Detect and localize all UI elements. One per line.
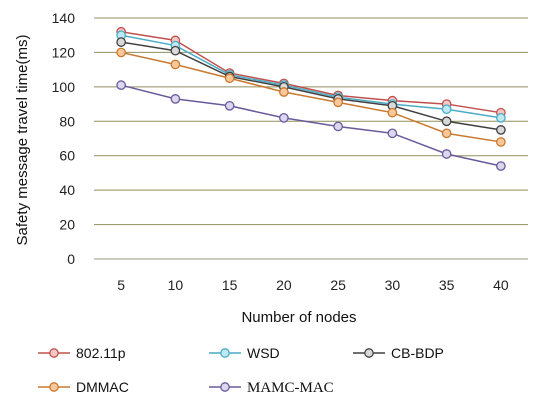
gridlines xyxy=(94,17,528,260)
x-tick-label: 30 xyxy=(385,277,401,293)
data-point xyxy=(441,104,452,115)
legend-marker xyxy=(49,348,59,358)
legend-label: WSD xyxy=(247,345,280,361)
legend-item: 802.11p xyxy=(38,345,126,361)
data-point xyxy=(333,121,343,132)
y-tick-label: 20 xyxy=(59,217,75,233)
series-line xyxy=(121,41,501,131)
data-point xyxy=(496,112,506,123)
legend-item: CB-BDP xyxy=(353,345,444,361)
legend-item: DMMAC xyxy=(38,379,129,395)
x-tick-label: 40 xyxy=(493,277,509,293)
y-axis-title: Safety message travel time(ms) xyxy=(14,35,31,246)
data-point xyxy=(441,149,452,159)
data-point xyxy=(333,97,343,108)
data-point xyxy=(496,161,506,171)
data-point xyxy=(170,94,181,104)
data-point xyxy=(496,125,506,135)
data-point xyxy=(116,80,126,90)
series-wsd xyxy=(116,30,506,123)
series-line xyxy=(120,51,501,143)
series-line xyxy=(120,34,501,119)
legend-item: MAMC-MAC xyxy=(209,380,334,396)
x-tick-label: 35 xyxy=(439,277,455,293)
y-tick-label: 80 xyxy=(59,113,75,129)
legend-label: DMMAC xyxy=(76,379,129,395)
y-tick-labels: 0 20 40 60 80 100 120 140 xyxy=(52,10,76,267)
data-point xyxy=(496,137,506,147)
y-tick-label: 140 xyxy=(52,10,76,26)
data-point xyxy=(441,128,452,139)
series-line xyxy=(120,84,502,167)
x-tick-label: 20 xyxy=(276,277,292,293)
legend-marker xyxy=(364,348,374,358)
series-dmmac xyxy=(116,47,506,147)
legend: 802.11p WSD CB-BDP DMMAC MAMC-MAC xyxy=(38,345,444,396)
y-tick-label: 60 xyxy=(59,148,75,164)
x-tick-label: 10 xyxy=(168,277,184,293)
data-point xyxy=(279,87,289,97)
data-point xyxy=(170,59,181,70)
data-point xyxy=(116,37,126,47)
data-point xyxy=(387,107,398,118)
legend-label: CB-BDP xyxy=(391,345,444,361)
data-point xyxy=(387,128,398,139)
x-tick-labels: 5 10 15 20 25 30 35 40 xyxy=(117,277,509,293)
data-point xyxy=(170,45,181,56)
legend-marker xyxy=(220,348,230,358)
y-tick-label: 40 xyxy=(59,182,75,198)
legend-item: WSD xyxy=(209,345,280,361)
y-tick-label: 0 xyxy=(67,251,75,267)
data-point xyxy=(441,116,452,127)
series-group xyxy=(116,26,506,171)
legend-label: 802.11p xyxy=(76,345,126,361)
data-point xyxy=(279,112,289,123)
data-point xyxy=(224,100,235,111)
legend-label: MAMC-MAC xyxy=(247,380,334,396)
x-axis-title: Number of nodes xyxy=(241,309,356,326)
x-tick-label: 5 xyxy=(117,277,125,293)
series-mamc-mac xyxy=(116,80,506,171)
y-tick-label: 100 xyxy=(52,79,76,95)
y-tick-label: 120 xyxy=(52,44,76,60)
x-tick-label: 15 xyxy=(222,277,238,293)
series-line xyxy=(121,31,501,114)
legend-marker xyxy=(49,382,59,392)
x-tick-label: 25 xyxy=(330,277,346,293)
data-point xyxy=(116,47,126,58)
data-point xyxy=(224,73,235,84)
legend-marker xyxy=(220,382,230,392)
